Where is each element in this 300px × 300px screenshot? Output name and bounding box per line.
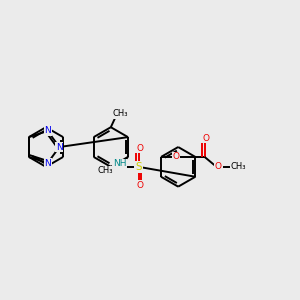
Text: O: O	[172, 152, 179, 161]
Text: O: O	[202, 134, 209, 142]
Text: N: N	[44, 159, 51, 168]
Text: S: S	[135, 162, 142, 172]
Text: O: O	[112, 162, 120, 171]
Text: N: N	[56, 142, 63, 152]
Text: CH₃: CH₃	[113, 109, 128, 118]
Text: CH₃: CH₃	[98, 166, 113, 175]
Text: NH: NH	[113, 159, 127, 168]
Text: CH₃: CH₃	[231, 162, 246, 171]
Text: N: N	[44, 127, 51, 136]
Text: O: O	[136, 181, 143, 190]
Text: O: O	[215, 162, 222, 171]
Text: O: O	[136, 143, 143, 152]
